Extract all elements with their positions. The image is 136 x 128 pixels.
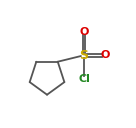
- Text: O: O: [79, 27, 89, 37]
- Text: S: S: [79, 49, 89, 62]
- Text: Cl: Cl: [78, 74, 90, 84]
- Text: O: O: [100, 50, 109, 60]
